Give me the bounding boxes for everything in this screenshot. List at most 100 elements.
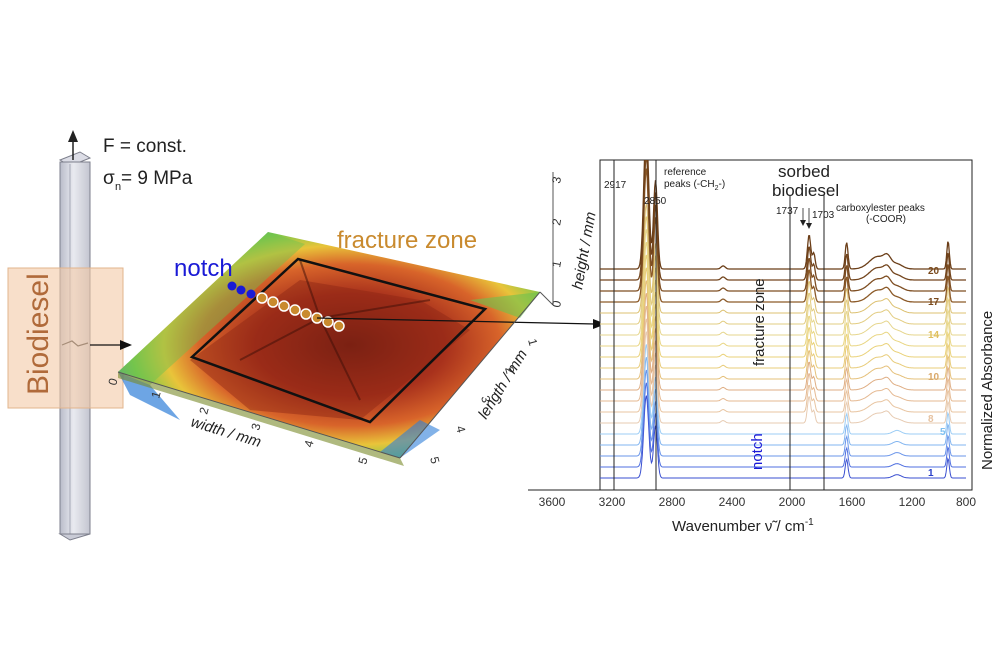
- spectrum-line: [600, 168, 966, 303]
- x-axis: 3600 3200 2800 2400 2000 1600 1200 800: [539, 495, 977, 509]
- spectrum-line: [600, 241, 966, 347]
- reference-peaks-text: peaks (-CH: [664, 179, 715, 190]
- spectra-frame: [599, 159, 973, 491]
- spectrum-line: [600, 229, 966, 336]
- biodiesel-bath: [7, 267, 124, 409]
- width-tick: 1: [148, 389, 163, 399]
- sorbed-label: sorbed: [778, 162, 830, 181]
- fracture-zone-spectra-label: fracture zone: [751, 278, 768, 366]
- spectrum-number: 20: [928, 266, 940, 277]
- x-axis-label-prefix: Wavenumber: [672, 518, 765, 535]
- width-tick: 2: [196, 405, 211, 415]
- fracture-point: [289, 304, 301, 316]
- x-axis-label-exponent: -1: [805, 517, 814, 528]
- carboxyl-label: carboxylester peaks: [836, 203, 925, 214]
- height-tick: 1: [549, 259, 564, 268]
- x-tick-label: 800: [956, 495, 976, 509]
- x-tick-label: 1200: [899, 495, 926, 509]
- height-axis: 0 1 2 3 height / mm: [539, 172, 600, 309]
- spectrum-line: [600, 216, 966, 325]
- rod-to-surface-arrow: [90, 340, 132, 350]
- spectrum-line: [600, 160, 966, 281]
- force-label: F = const.: [103, 136, 187, 157]
- length-tick: 2: [502, 365, 517, 375]
- notch-label: notch: [174, 255, 233, 282]
- spectrum-line: [600, 254, 966, 358]
- x-tick-label: 3200: [599, 495, 626, 509]
- spectrum-line: [600, 344, 966, 435]
- spectrum-line: [600, 369, 966, 457]
- reference-peaks-label: reference: [664, 167, 707, 178]
- fracture-point: [256, 292, 268, 304]
- height-tick: 0: [549, 299, 564, 308]
- spectrum-number: 14: [928, 330, 940, 341]
- spectrum-number: 17: [928, 297, 940, 308]
- x-tick-label: 1600: [839, 495, 866, 509]
- spectrum-line: [600, 395, 966, 479]
- spectrum-number: 1: [928, 468, 934, 479]
- spectrum-line: [600, 267, 966, 369]
- length-tick: 4: [453, 424, 468, 434]
- fracture-point: [322, 316, 334, 328]
- carboxyl-label-2: (-COOR): [866, 214, 906, 225]
- fracture-point: [278, 300, 290, 312]
- fracture-zone-label: fracture zone: [337, 227, 477, 254]
- peak-label-2850: 2850: [644, 196, 667, 207]
- biodiesel-label: Biodiesel: [22, 273, 55, 395]
- x-axis-label: Wavenumber ν̃ / cm-1: [672, 517, 814, 535]
- stress-subscript: n: [115, 181, 121, 193]
- width-tick: 3: [248, 421, 263, 431]
- spectrum-line: [600, 293, 966, 391]
- spectrum-line: [600, 160, 966, 292]
- x-tick-label: 2800: [659, 495, 686, 509]
- width-tick: 4: [301, 438, 316, 448]
- notch-point: [246, 289, 256, 299]
- length-tick: 5: [427, 455, 442, 465]
- spectrum-line: [600, 331, 966, 424]
- fracture-point: [267, 296, 279, 308]
- stress-label: σ n = 9 MPa: [103, 168, 193, 193]
- spectrum-line: [600, 203, 966, 314]
- spectrum-number: 8: [928, 414, 934, 425]
- reference-peaks-label-2: peaks (-CH2-): [664, 179, 725, 192]
- height-tick: 2: [549, 217, 564, 226]
- fracture-zone-frame: [189, 257, 488, 424]
- x-axis-label-suffix: / cm: [772, 518, 805, 535]
- length-tick: 1: [525, 337, 540, 347]
- x-tick-label: 2000: [779, 495, 806, 509]
- biodiesel-label-spectra: biodiesel: [772, 181, 839, 200]
- notch-spectra-label: notch: [749, 433, 766, 470]
- spectrum-number: 5: [940, 427, 946, 438]
- x-tick-label: 3600: [539, 495, 566, 509]
- height-axis-label: height / mm: [569, 211, 599, 291]
- spectrum-line: [600, 318, 966, 413]
- spectrum-number: 10: [928, 372, 940, 383]
- spectrum-line: [600, 160, 966, 270]
- x-tick-label: 2400: [719, 495, 746, 509]
- stress-value: = 9 MPa: [121, 168, 193, 189]
- fracture-point: [333, 320, 345, 332]
- spectra-plot: 3600 3200 2800 2400 2000 1600 1200 800 W…: [528, 159, 996, 535]
- reference-peaks-tail: -): [718, 179, 725, 190]
- spectrum-line: [600, 305, 966, 402]
- length-tick: 3: [478, 394, 493, 404]
- force-arrow: [68, 130, 78, 160]
- spectrum-numbers: 20 17 14 10 8 5 1: [928, 266, 946, 479]
- peak-arrows: [800, 208, 812, 229]
- spectra-series: [600, 160, 966, 479]
- notch-point: [227, 281, 237, 291]
- peak-label-1703: 1703: [812, 210, 835, 221]
- width-tick: 5: [355, 455, 370, 465]
- reference-peaks-subscript: 2: [715, 185, 719, 192]
- height-tick: 3: [549, 175, 564, 184]
- stress-symbol: σ: [103, 168, 115, 189]
- width-tick: 0: [105, 376, 120, 386]
- notch-point: [236, 285, 246, 295]
- spectrum-line: [600, 357, 966, 446]
- peak-label-2917: 2917: [604, 180, 627, 191]
- fracture-point: [300, 308, 312, 320]
- spectrum-line: [600, 280, 966, 380]
- y-axis-label: Normalized Absorbance: [979, 311, 996, 470]
- peak-label-1737: 1737: [776, 206, 799, 217]
